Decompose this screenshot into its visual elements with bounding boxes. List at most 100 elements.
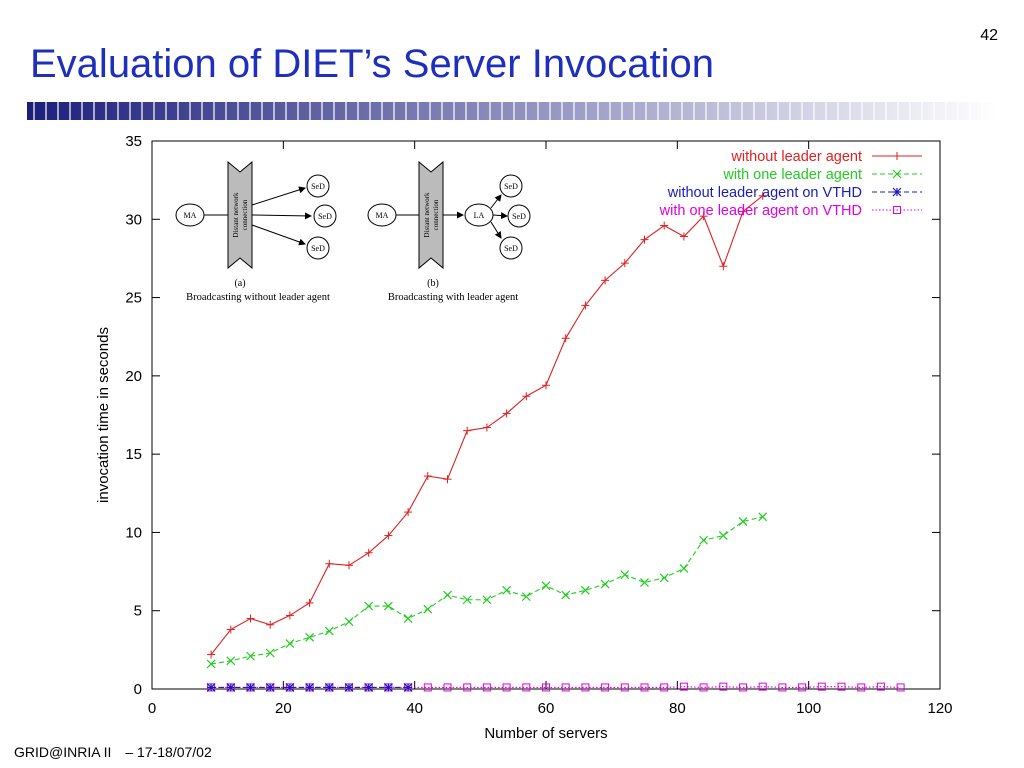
data-point [403, 614, 413, 623]
legend-entry: with one leader agent on VTHD [659, 203, 922, 219]
master-agent-label: MA [184, 211, 197, 220]
data-point [206, 659, 216, 669]
title-gradient-bar [27, 102, 997, 120]
data-point [502, 585, 512, 595]
series-without-leader-agent-on-VTHD [206, 683, 413, 692]
data-point [463, 426, 472, 435]
data-point [206, 683, 216, 692]
x-tick-label: 0 [148, 700, 156, 717]
data-point [324, 626, 334, 636]
data-point [896, 683, 905, 692]
legend-entry: without leader agent on VTHD [667, 185, 922, 201]
sed-node [306, 236, 330, 260]
x-tick-label: 120 [927, 700, 952, 717]
leader-agent-label: LA [474, 211, 485, 220]
inset-diagram-a: MA Distant network connection SeD SeD Se… [175, 160, 337, 303]
data-point [285, 683, 295, 692]
series-line [211, 686, 901, 688]
inset-b-caption: Broadcasting with leader agent [388, 292, 518, 303]
data-point [778, 683, 787, 692]
data-point [837, 682, 846, 691]
master-agent-label: MA [376, 211, 389, 220]
sed-node [499, 174, 523, 198]
inset-a-caption: Broadcasting without leader agent [186, 292, 330, 303]
data-point [601, 276, 610, 285]
data-point [679, 232, 688, 241]
data-point [660, 683, 669, 692]
legend-label: without leader agent [730, 149, 862, 165]
data-point [345, 561, 353, 570]
legend-entry: without leader agent [730, 149, 922, 165]
data-point [699, 683, 708, 692]
y-tick-label: 10 [125, 524, 142, 541]
data-point [305, 683, 315, 692]
y-axis-label: invocation time in seconds [95, 327, 112, 503]
sed-node [499, 236, 523, 260]
data-point [561, 683, 570, 692]
footer: GRID@INRIA II – 17-18/07/02 [14, 744, 222, 760]
x-tick-label: 60 [538, 700, 555, 717]
sed-label: SeD [512, 212, 526, 221]
data-point [699, 535, 709, 545]
series-with-one-leader-agent [206, 512, 768, 669]
sed-label: SeD [504, 182, 518, 191]
data-point [265, 683, 275, 692]
data-point [226, 656, 236, 666]
data-point [344, 617, 354, 627]
data-point [876, 682, 885, 691]
data-point [285, 639, 295, 649]
y-tick-label: 35 [125, 133, 142, 150]
data-point [482, 423, 491, 432]
inset-a-label: (a) [234, 278, 245, 289]
data-point [207, 650, 216, 659]
data-point [423, 683, 432, 692]
data-point [758, 512, 768, 522]
data-point [265, 648, 275, 658]
data-point [384, 531, 393, 540]
data-point [521, 592, 531, 602]
network-connection-label-2: connection [241, 199, 249, 230]
sed-label: SeD [311, 182, 325, 191]
data-point [482, 595, 492, 605]
data-point [246, 614, 255, 623]
legend-marker [893, 206, 901, 214]
data-point [758, 191, 767, 200]
data-point [266, 620, 275, 629]
data-point [383, 683, 393, 692]
legend-label: with one leader agent on VTHD [659, 203, 862, 219]
sed-label: SeD [318, 212, 332, 221]
data-point [600, 579, 610, 589]
network-connection-block [418, 160, 444, 270]
data-point [679, 564, 689, 573]
data-point [383, 601, 393, 611]
data-point [719, 262, 728, 271]
data-point [482, 683, 491, 692]
x-axis-label: Number of servers [484, 725, 607, 742]
footer-right: – 17-18/07/02 [125, 744, 212, 760]
data-point [423, 604, 433, 614]
y-tick-label: 25 [125, 290, 142, 307]
data-point [620, 259, 629, 268]
network-connection-label-1: Distant network [232, 192, 240, 237]
sed-node [507, 204, 531, 228]
data-point [542, 683, 550, 692]
footer-left: GRID@INRIA II [14, 744, 112, 760]
x-tick-label: 20 [275, 700, 292, 717]
legend-marker [892, 187, 902, 197]
plot-frame [151, 140, 941, 690]
data-point [580, 585, 590, 595]
legend-marker [892, 169, 902, 179]
data-point [443, 475, 452, 484]
legend-entry: with one leader agent [722, 167, 922, 183]
data-point [561, 334, 570, 343]
data-point [739, 683, 747, 692]
data-point [640, 235, 649, 244]
data-point [344, 683, 354, 692]
data-point [462, 595, 472, 605]
data-point [246, 683, 255, 692]
inset-b-label: (b) [427, 278, 439, 289]
data-point [620, 683, 629, 692]
sed-label: SeD [311, 244, 325, 253]
data-point [502, 683, 511, 692]
